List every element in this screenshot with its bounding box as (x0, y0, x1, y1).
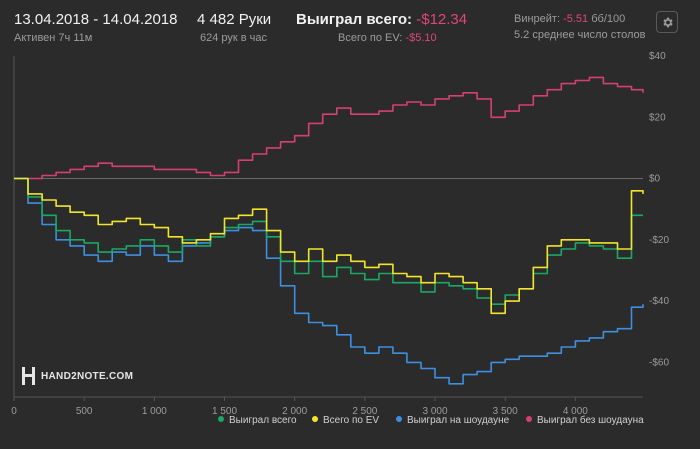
legend-dot (526, 416, 532, 422)
y-tick-label: -$20 (649, 235, 669, 246)
legend-item-ev-total[interactable]: Всего по EV (312, 415, 379, 426)
series-line-ev-total (14, 177, 644, 315)
x-tick-label: 2 500 (352, 406, 377, 417)
y-tick-label: -$60 (649, 357, 669, 368)
legend-dot (218, 416, 224, 422)
ev-total-label: Всего по EV: (338, 32, 403, 44)
hands-count: 4 482 Руки (197, 11, 272, 28)
won-total: Выиграл всего: -$12.34 (296, 11, 467, 28)
x-tick-label: 500 (76, 406, 93, 417)
ev-total: Всего по EV: -$5.10 (338, 32, 437, 44)
active-time: Активен 7ч 11м (14, 32, 93, 44)
legend-item-non-showdown[interactable]: Выиграл без шоудауна (526, 415, 644, 426)
profit-chart: $40 $20 $0 -$20 -$40 -$60 0 500 1 000 1 500 2 000 2… (0, 48, 700, 444)
x-tick-label: 2 000 (282, 406, 307, 417)
series-line-won-total (14, 177, 643, 305)
chart-legend: Выиграл всего Всего по EV Выиграл на шоу… (200, 415, 696, 431)
legend-dot (396, 416, 402, 422)
y-tick-label: $40 (649, 51, 666, 62)
series-line-non-showdown (14, 76, 644, 180)
hand2note-logo-text: HAND2NOTE.COM (41, 370, 134, 382)
y-tick-label: $0 (649, 174, 661, 185)
hand2note-logo-icon (22, 367, 35, 385)
legend-item-showdown[interactable]: Выиграл на шоудауне (396, 415, 509, 426)
legend-label: Выиграл всего (229, 415, 297, 426)
x-tick-label: 0 (11, 406, 17, 417)
winrate-label: Винрейт: (514, 13, 561, 25)
legend-label: Всего по EV (323, 415, 380, 426)
gear-icon[interactable] (656, 11, 678, 33)
hand2note-logo: HAND2NOTE.COM (22, 366, 133, 386)
legend-label: Выиграл на шоудауне (407, 415, 510, 426)
hands-per-hour: 624 рук в час (200, 32, 268, 44)
avg-tables: 5.2 среднее число столов (514, 29, 646, 41)
x-tick-label: 3 500 (493, 406, 518, 417)
date-range: 13.04.2018 - 14.04.2018 (14, 11, 178, 28)
x-tick-label: 1 000 (142, 406, 167, 417)
stats-header: 13.04.2018 - 14.04.2018 Активен 7ч 11м 4… (0, 0, 700, 48)
x-tick-label: 4 000 (563, 406, 588, 417)
profit-chart-svg: $40 $20 $0 -$20 -$40 -$60 0 500 1 000 1 500 2 000 2… (11, 51, 669, 417)
legend-label: Выиграл без шоудауна (537, 415, 644, 426)
won-total-value: -$12.34 (416, 11, 468, 28)
y-tick-label: -$40 (649, 296, 669, 307)
legend-item-won-total[interactable]: Выиграл всего (218, 415, 297, 426)
x-tick-label: 1 500 (212, 406, 237, 417)
legend-dot (312, 416, 318, 422)
gear-icon-glyph (662, 17, 673, 27)
y-tick-label: $20 (649, 112, 666, 123)
ev-total-value: -$5.10 (405, 32, 437, 44)
won-total-label: Выиграл всего: (296, 11, 413, 28)
winrate-value: -5.51 (563, 13, 589, 25)
winrate-unit: бб/100 (591, 13, 626, 25)
winrate: Винрейт: -5.51 бб/100 (514, 13, 625, 25)
series-line-showdown (14, 177, 644, 385)
x-tick-label: 3 000 (423, 406, 448, 417)
